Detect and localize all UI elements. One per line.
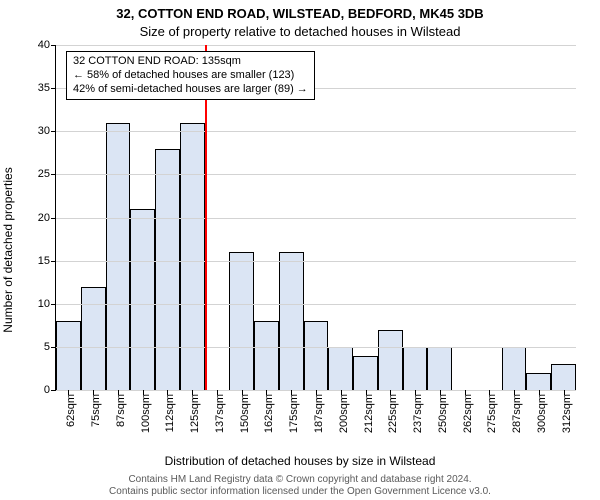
- x-tick-label: 100sqm: [140, 394, 152, 433]
- bar: [551, 364, 576, 390]
- bar: [427, 347, 452, 390]
- x-tick-label: 287sqm: [511, 394, 523, 433]
- x-tick-label: 300sqm: [536, 394, 548, 433]
- chart-container: 32, COTTON END ROAD, WILSTEAD, BEDFORD, …: [0, 0, 600, 500]
- x-tick-label: 150sqm: [239, 394, 251, 433]
- gridline: [56, 304, 576, 305]
- x-tick-label: 87sqm: [115, 394, 127, 427]
- y-tick-mark: [51, 218, 56, 219]
- bar: [106, 123, 131, 390]
- x-tick-label: 112sqm: [164, 394, 176, 432]
- x-tick-label: 275sqm: [486, 394, 498, 433]
- y-tick-mark: [51, 131, 56, 132]
- x-tick-label: 200sqm: [338, 394, 350, 433]
- bar: [180, 123, 205, 390]
- y-tick-label: 40: [38, 39, 50, 51]
- bar: [353, 356, 378, 391]
- x-tick-label: 137sqm: [214, 394, 226, 433]
- y-tick-mark: [51, 347, 56, 348]
- y-tick-mark: [51, 45, 56, 46]
- x-tick-label: 62sqm: [65, 394, 77, 427]
- y-tick-mark: [51, 88, 56, 89]
- y-tick-label: 5: [44, 341, 50, 353]
- bar: [403, 347, 428, 390]
- gridline: [56, 347, 576, 348]
- x-tick-label: 75sqm: [90, 394, 102, 427]
- bar: [81, 287, 106, 391]
- x-tick-label: 237sqm: [412, 394, 424, 433]
- bar: [279, 252, 304, 390]
- x-tick-label: 187sqm: [313, 394, 325, 433]
- y-tick-label: 30: [38, 125, 50, 137]
- bar: [155, 149, 180, 391]
- footer-line-2: Contains public sector information licen…: [0, 486, 600, 498]
- gridline: [56, 45, 576, 46]
- bar: [378, 330, 403, 390]
- x-tick-label: 125sqm: [189, 394, 201, 433]
- x-tick-label: 175sqm: [288, 394, 300, 433]
- bar: [56, 321, 81, 390]
- y-axis-label: Number of detached properties: [1, 85, 15, 250]
- annotation-box: 32 COTTON END ROAD: 135sqm← 58% of detac…: [66, 51, 315, 100]
- y-tick-label: 10: [38, 298, 50, 310]
- bar: [254, 321, 279, 390]
- x-tick-label: 162sqm: [263, 394, 275, 433]
- title-line-1: 32, COTTON END ROAD, WILSTEAD, BEDFORD, …: [0, 0, 600, 22]
- footer: Contains HM Land Registry data © Crown c…: [0, 474, 600, 498]
- bar: [502, 347, 527, 390]
- y-tick-mark: [51, 261, 56, 262]
- x-tick-label: 225sqm: [387, 394, 399, 433]
- y-tick-label: 25: [38, 168, 50, 180]
- annotation-line: ← 58% of detached houses are smaller (12…: [73, 69, 308, 83]
- x-tick-label: 212sqm: [363, 394, 375, 433]
- bar: [526, 373, 551, 390]
- x-tick-label: 262sqm: [462, 394, 474, 433]
- y-tick-label: 15: [38, 255, 50, 267]
- y-tick-mark: [51, 174, 56, 175]
- x-tick-label: 312sqm: [561, 394, 573, 433]
- gridline: [56, 131, 576, 132]
- bar: [304, 321, 329, 390]
- bar: [229, 252, 254, 390]
- gridline: [56, 174, 576, 175]
- gridline: [56, 261, 576, 262]
- y-tick-label: 35: [38, 82, 50, 94]
- x-axis-label: Distribution of detached houses by size …: [0, 454, 600, 468]
- y-tick-mark: [51, 304, 56, 305]
- footer-line-1: Contains HM Land Registry data © Crown c…: [0, 474, 600, 486]
- bar: [328, 347, 353, 390]
- title-line-2: Size of property relative to detached ho…: [0, 22, 600, 40]
- annotation-line: 32 COTTON END ROAD: 135sqm: [73, 55, 308, 69]
- y-tick-label: 20: [38, 212, 50, 224]
- bar: [130, 209, 155, 390]
- plot-area: 051015202530354062sqm75sqm87sqm100sqm112…: [55, 45, 576, 391]
- y-tick-mark: [51, 390, 56, 391]
- annotation-line: 42% of semi-detached houses are larger (…: [73, 83, 308, 97]
- gridline: [56, 218, 576, 219]
- y-tick-label: 0: [44, 384, 50, 396]
- x-tick-label: 250sqm: [437, 394, 449, 433]
